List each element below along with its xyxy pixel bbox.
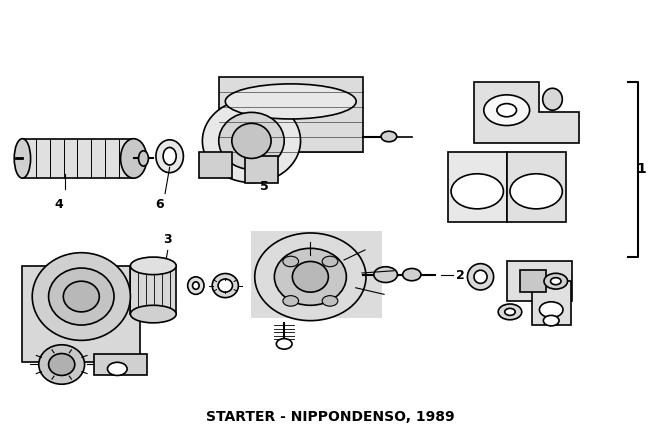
Ellipse shape <box>49 353 75 376</box>
Ellipse shape <box>218 279 232 292</box>
Bar <box>507 262 572 301</box>
Bar <box>245 156 278 182</box>
Circle shape <box>539 302 563 317</box>
Text: 5: 5 <box>260 180 269 193</box>
Ellipse shape <box>275 248 346 305</box>
Circle shape <box>322 296 338 306</box>
Circle shape <box>451 174 504 209</box>
Ellipse shape <box>131 305 176 323</box>
Bar <box>131 266 176 314</box>
Bar <box>531 281 571 325</box>
Circle shape <box>497 103 517 117</box>
Ellipse shape <box>292 262 329 292</box>
Ellipse shape <box>32 253 131 341</box>
Circle shape <box>322 256 338 267</box>
Circle shape <box>283 256 298 267</box>
Bar <box>447 152 507 222</box>
Circle shape <box>510 174 562 209</box>
Circle shape <box>484 95 529 126</box>
Ellipse shape <box>39 345 84 384</box>
Circle shape <box>544 274 568 289</box>
Ellipse shape <box>131 257 176 274</box>
Ellipse shape <box>203 99 300 182</box>
Ellipse shape <box>187 277 204 294</box>
Ellipse shape <box>543 88 562 110</box>
Circle shape <box>374 267 397 282</box>
Ellipse shape <box>63 281 99 312</box>
Text: 1: 1 <box>636 163 646 176</box>
Text: 6: 6 <box>156 198 164 211</box>
Ellipse shape <box>121 139 147 178</box>
Bar <box>22 139 134 178</box>
Circle shape <box>381 131 397 142</box>
Ellipse shape <box>218 112 284 170</box>
Text: 2: 2 <box>455 269 465 282</box>
Ellipse shape <box>163 147 176 165</box>
Ellipse shape <box>49 268 114 325</box>
Polygon shape <box>474 82 579 143</box>
Bar <box>251 231 382 318</box>
Circle shape <box>505 309 515 315</box>
Text: 4: 4 <box>54 198 63 211</box>
Ellipse shape <box>474 270 487 283</box>
Circle shape <box>550 278 561 285</box>
Ellipse shape <box>156 140 183 173</box>
Bar <box>199 152 232 178</box>
Circle shape <box>283 296 298 306</box>
Ellipse shape <box>255 233 366 321</box>
Bar <box>218 77 363 152</box>
Ellipse shape <box>15 139 30 178</box>
Ellipse shape <box>225 84 356 119</box>
Bar <box>94 353 147 376</box>
Text: 3: 3 <box>164 233 172 246</box>
Circle shape <box>498 304 522 320</box>
Ellipse shape <box>467 264 494 290</box>
Ellipse shape <box>193 282 199 289</box>
Ellipse shape <box>232 123 271 159</box>
Circle shape <box>108 362 127 376</box>
Circle shape <box>403 269 421 281</box>
Ellipse shape <box>213 274 238 297</box>
Circle shape <box>543 315 559 326</box>
Text: STARTER - NIPPONDENSO, 1989: STARTER - NIPPONDENSO, 1989 <box>206 410 454 424</box>
Bar <box>22 266 140 362</box>
Bar <box>520 270 546 292</box>
Circle shape <box>277 339 292 349</box>
Bar <box>507 152 566 222</box>
Ellipse shape <box>139 151 148 166</box>
